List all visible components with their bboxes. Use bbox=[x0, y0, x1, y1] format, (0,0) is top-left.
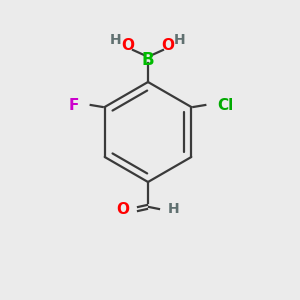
Text: B: B bbox=[142, 51, 154, 69]
Text: O: O bbox=[116, 202, 129, 217]
Text: Cl: Cl bbox=[217, 98, 234, 112]
Text: H: H bbox=[110, 33, 122, 47]
Text: H: H bbox=[174, 33, 186, 47]
Text: O: O bbox=[122, 38, 134, 53]
Text: H: H bbox=[168, 202, 180, 216]
Text: O: O bbox=[161, 38, 175, 53]
Text: F: F bbox=[68, 98, 79, 112]
